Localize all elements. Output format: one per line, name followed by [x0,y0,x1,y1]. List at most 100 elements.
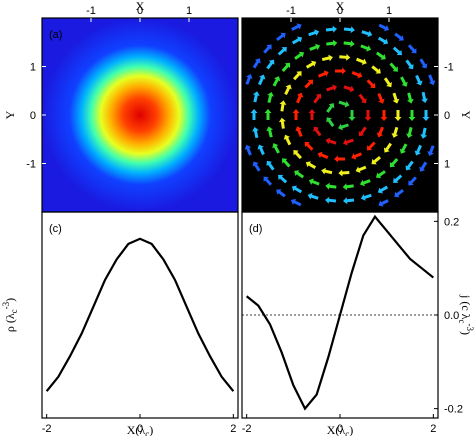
label-part: -3 [465,323,474,331]
arrow [366,141,376,151]
y-tick-label: 0.0 [444,310,459,322]
arrow [343,40,355,48]
label-part: ) [349,423,353,436]
panel-label: (a) [49,29,62,41]
x-tick-label: 0 [337,423,343,435]
panel-label: (d) [249,223,262,235]
arrow [272,143,280,154]
arrow [355,165,367,173]
label-part: ) [459,331,473,335]
arrow [325,196,337,204]
arrow [428,74,436,86]
label-part: X [136,0,145,13]
label-part: X [336,0,345,13]
arrow [258,74,266,86]
arrow [408,176,417,186]
arrow [278,117,286,129]
arrow [342,138,354,146]
arrow [405,160,414,171]
arrow [321,54,333,62]
label-part: c [145,429,149,436]
arrow [276,189,286,198]
arrow [343,26,355,34]
label-part: ) [3,298,17,302]
x-tick-label: -1 [86,5,96,17]
label-part: c [457,319,467,323]
arrow [360,193,372,201]
arrow [244,144,252,156]
label-part: -3 [1,301,11,309]
arrow [335,67,346,75]
arrow [325,137,337,145]
label-part: c [345,429,349,436]
panel-label: (c) [49,223,62,235]
arrow [305,60,317,69]
arrow [283,134,292,146]
arrow [378,23,390,32]
x-tick-label: -1 [286,5,296,17]
x-tick-label: -2 [242,423,252,435]
arrow [291,23,302,31]
panel-frame [41,211,239,419]
arrow [415,74,423,86]
arrow [276,32,286,42]
arrow [383,77,392,88]
arrow [378,199,389,207]
arrow [267,91,274,103]
arrow [307,192,319,200]
arrow [252,91,260,103]
arrow [250,109,258,120]
label-part: ρ (λ [3,313,17,332]
arrow [375,51,386,60]
arrow [406,127,413,139]
arrow [364,110,372,121]
arrow [266,126,274,138]
label-part: X(λ [327,423,346,436]
arrow [252,58,261,69]
axis-label: j (c λc-3) [457,294,474,335]
axis-label: X(λc) [327,423,353,436]
arrow [317,151,329,159]
arrow [317,70,329,78]
y-tick-label: -1 [444,62,454,74]
arrow [371,156,382,165]
arrow [419,58,428,69]
arrow [339,53,351,61]
arrow [383,142,392,153]
arrow [366,79,376,89]
arrow [400,76,408,87]
arrow [326,103,335,113]
axis-label: X [336,0,345,13]
arrow [377,92,385,104]
arrow [292,109,300,120]
arrow [391,126,399,138]
arrow [257,144,265,156]
y-tick-label: 0 [444,110,450,122]
arrow [406,92,414,104]
arrow [338,100,350,108]
x-tick-label: 0 [137,5,143,17]
curve [45,237,235,392]
arrow [355,57,367,65]
arrow [277,174,288,184]
curve [245,214,435,411]
arrow [304,141,314,151]
arrow [308,178,320,186]
arrow [313,93,322,104]
arrow [325,25,337,33]
label-part: Y [459,111,473,120]
arrow [392,92,400,104]
arrow [351,152,363,160]
arrow [414,144,422,156]
arrow [376,126,384,138]
arrow [351,71,363,79]
arrow [421,91,428,103]
arrow [294,170,305,179]
arrow [377,185,389,194]
y-tick-label: 0.2 [444,216,459,228]
x-tick-label: 1 [386,5,392,17]
arrow [399,143,408,154]
arrow [292,71,302,81]
arrow [293,150,302,160]
